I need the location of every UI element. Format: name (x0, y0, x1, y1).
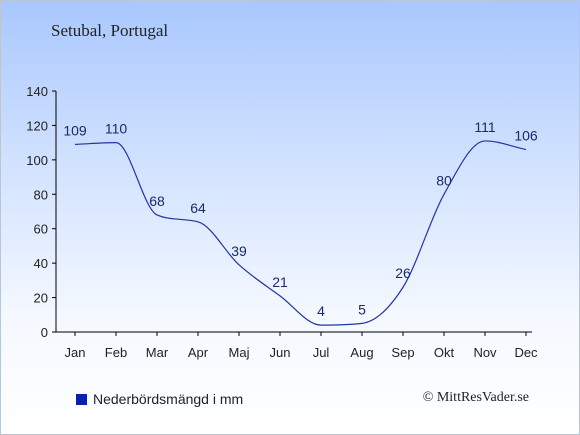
data-label: 111 (474, 119, 495, 135)
y-tick-label: 140 (26, 84, 48, 99)
x-tick-label: Nov (473, 345, 497, 360)
x-tick-label: Mar (146, 345, 169, 360)
data-label: 110 (105, 121, 128, 137)
data-label: 109 (63, 122, 87, 138)
legend-label: Nederbördsmängd i mm (93, 391, 244, 407)
x-tick-label: Jul (313, 345, 330, 360)
credit-text: © MittResVader.se (422, 390, 529, 405)
line-chart: 0 20 40 60 80 100 120 140 Jan Feb Mar Apr Maj Jun Jul A… (26, 84, 538, 360)
x-tick-label: Dec (514, 345, 538, 360)
data-label: 80 (436, 172, 452, 188)
y-tick-label: 120 (26, 118, 48, 133)
series-line (74, 140, 527, 326)
y-tick-label: 80 (34, 187, 48, 202)
y-tick-label: 20 (34, 291, 48, 306)
data-label: 26 (395, 265, 411, 281)
legend-swatch (76, 393, 87, 405)
chart-title: Setubal, Portugal (51, 21, 169, 40)
data-label: 68 (149, 193, 165, 209)
x-tick-label: Jun (270, 345, 291, 360)
x-tick-label: Maj (229, 345, 250, 360)
y-tick-label: 60 (34, 222, 48, 237)
x-tick-label: Okt (434, 345, 455, 360)
y-tick-label: 40 (34, 256, 48, 271)
y-tick-label: 0 (41, 325, 48, 340)
data-label: 4 (317, 303, 325, 319)
x-tick-label: Apr (188, 345, 209, 360)
x-tick-label: Feb (105, 345, 127, 360)
data-label: 21 (272, 274, 288, 290)
y-tick-label: 100 (26, 153, 48, 168)
x-tick-label: Aug (350, 345, 373, 360)
data-label: 106 (514, 128, 538, 144)
legend: Nederbördsmängd i mm (76, 391, 243, 407)
data-label: 39 (231, 243, 247, 259)
data-label: 5 (358, 301, 366, 317)
x-tick-label: Jan (65, 345, 86, 360)
x-tick-label: Sep (391, 345, 414, 360)
data-label: 64 (190, 200, 206, 216)
